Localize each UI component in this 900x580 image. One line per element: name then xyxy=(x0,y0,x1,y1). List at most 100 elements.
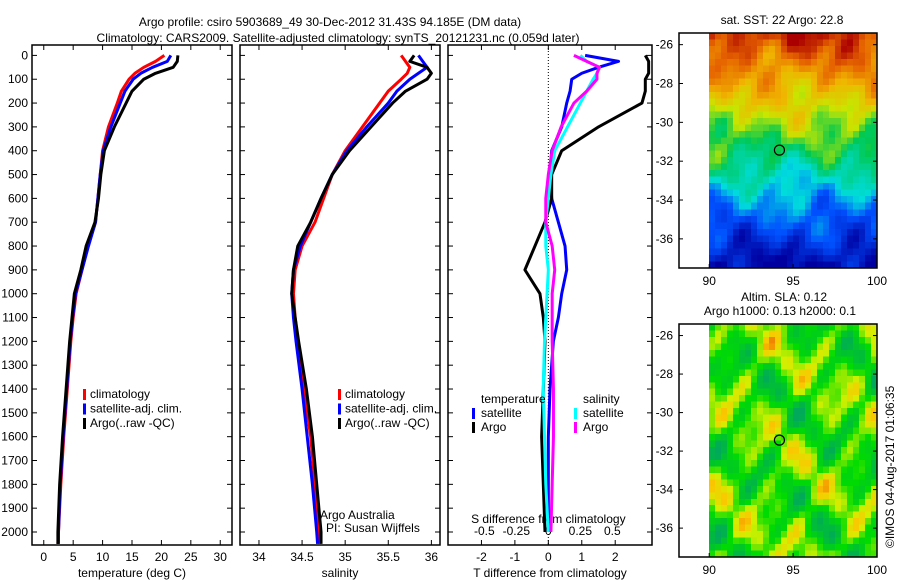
x-tick-label: 36 xyxy=(425,550,439,564)
legend-title-salinity: salinity xyxy=(583,392,620,406)
lat-tick-label: -28 xyxy=(656,367,674,381)
x-tick-label: -2 xyxy=(476,550,487,564)
y-tick-label: 200 xyxy=(8,96,28,110)
lat-tick-label: -26 xyxy=(656,329,674,343)
y-tick-label: 1300 xyxy=(1,358,28,372)
imos-watermark: ©IMOS 04-Aug-2017 01:06:35 xyxy=(883,385,897,548)
lat-tick-label: -34 xyxy=(656,483,674,497)
x-tick-label: 20 xyxy=(155,550,169,564)
x-tick-label: 0 xyxy=(545,550,552,564)
sst-map-axes: -26 -28 -30 -32 -34 -36 90 95 100 xyxy=(656,32,887,288)
lat-tick-label: -36 xyxy=(656,521,674,535)
difference-panel: -2 -1 0 1 2 T difference from climatology -0.5… xyxy=(447,44,653,580)
lat-tick-label: -28 xyxy=(656,76,674,90)
x-axis-label: T difference from climatology xyxy=(473,566,627,580)
lon-tick-label: 95 xyxy=(786,563,800,577)
y-tick-label: 1200 xyxy=(1,334,28,348)
y-tick-label: 1400 xyxy=(1,382,28,396)
x-tick-label: 35.5 xyxy=(377,550,401,564)
legend-swatch xyxy=(574,408,577,419)
legend-swatch xyxy=(338,403,341,415)
plot-frame xyxy=(239,44,441,546)
y-tick-label: 600 xyxy=(8,191,28,205)
lon-tick-label: 90 xyxy=(703,274,717,288)
plot-frame xyxy=(447,44,653,546)
y-tick-label: 300 xyxy=(8,120,28,134)
legend-swatch xyxy=(83,389,86,400)
lon-tick-label: 95 xyxy=(786,274,800,288)
sla-map-title: Altim. SLA: 0.12 xyxy=(741,290,827,304)
y-tick-label: 0 xyxy=(21,48,28,62)
lat-tick-label: -32 xyxy=(656,444,674,458)
s-tick-label: 0.5 xyxy=(604,524,621,538)
legend-label: Argo(..raw -QC) xyxy=(345,416,430,430)
x-axis-label: temperature (deg C) xyxy=(78,566,186,580)
legend-label: Argo(..raw -QC) xyxy=(90,416,175,430)
x-tick-label: 34 xyxy=(252,550,266,564)
temperature-panel: 0100200300400500600700800900100011001200… xyxy=(1,44,233,580)
legend-label: climatology xyxy=(345,387,405,401)
lat-tick-label: -26 xyxy=(656,38,674,52)
credit-line-2: PI: Susan Wijffels xyxy=(326,521,420,535)
argo-float-marker xyxy=(773,434,786,446)
sla-heatmap xyxy=(709,324,877,557)
y-tick-label: 1100 xyxy=(2,311,28,325)
lon-tick-label: 90 xyxy=(703,563,717,577)
x-tick-label: 35 xyxy=(338,550,352,564)
lat-tick-label: -30 xyxy=(656,406,674,420)
legend-swatch xyxy=(338,389,341,400)
sst-map-title: sat. SST: 22 Argo: 22.8 xyxy=(721,13,844,27)
x-tick-label: 34.5 xyxy=(290,550,314,564)
x-tick-label: -1 xyxy=(510,550,521,564)
x-tick-label: 30 xyxy=(214,550,228,564)
lat-tick-label: -36 xyxy=(656,232,674,246)
x-tick-label: 10 xyxy=(96,550,110,564)
x-tick-label: 15 xyxy=(125,550,139,564)
series-line-temperature-satellite xyxy=(546,53,621,532)
title-line-2: Climatology: CARS2009. Satellite-adjuste… xyxy=(97,31,580,45)
series-line-climatology xyxy=(291,54,412,545)
credit-line-1: Argo Australia xyxy=(320,508,395,522)
legend-swatch xyxy=(472,422,475,433)
x-tick-label: 5 xyxy=(70,550,77,564)
y-tick-label: 1800 xyxy=(1,477,28,491)
s-tick-label: -0.5 xyxy=(474,524,495,538)
series-line-temperature-argo xyxy=(523,54,651,533)
y-tick-label: 1700 xyxy=(1,454,28,468)
sst-heatmap xyxy=(709,33,877,268)
y-tick-label: 1900 xyxy=(1,501,28,515)
legend-title-temperature: temperature xyxy=(481,392,546,406)
y-tick-label: 2000 xyxy=(1,525,28,539)
x-axis-label: salinity xyxy=(322,566,359,580)
sla-map-axes: -26 -28 -30 -32 -34 -36 90 95 100 xyxy=(656,323,887,577)
y-tick-label: 900 xyxy=(8,263,28,277)
legend-swatch xyxy=(83,403,86,415)
legend-swatch xyxy=(338,418,341,429)
title-line-1: Argo profile: csiro 5903689_49 30-Dec-20… xyxy=(139,15,521,29)
y-tick-label: 700 xyxy=(8,215,28,229)
legend-label: satellite xyxy=(481,406,522,420)
salinity-panel: 34 34.5 35 35.5 36 salinity climatologysatelli… xyxy=(239,44,441,580)
s-tick-label: 0.25 xyxy=(569,524,593,538)
s-tick-label: -0.25 xyxy=(503,524,531,538)
legend-label: Argo xyxy=(481,420,507,434)
argo-float-marker xyxy=(773,144,786,156)
lon-tick-label: 100 xyxy=(867,274,887,288)
legend-swatch xyxy=(83,418,86,429)
y-tick-label: 100 xyxy=(8,72,28,86)
legend-label: satellite-adj. clim. xyxy=(90,402,182,416)
x-tick-label: 2 xyxy=(612,550,619,564)
map-frame xyxy=(678,32,878,269)
legend-label: satellite xyxy=(583,406,624,420)
y-tick-label: 500 xyxy=(8,168,28,182)
y-tick-label: 400 xyxy=(8,144,28,158)
x-tick-label: 0 xyxy=(40,550,47,564)
lat-tick-label: -32 xyxy=(656,154,674,168)
map-frame xyxy=(678,323,878,558)
legend-label: Argo xyxy=(583,420,609,434)
lat-tick-label: -34 xyxy=(656,193,674,207)
y-tick-label: 800 xyxy=(8,239,28,253)
lat-tick-label: -30 xyxy=(656,115,674,129)
